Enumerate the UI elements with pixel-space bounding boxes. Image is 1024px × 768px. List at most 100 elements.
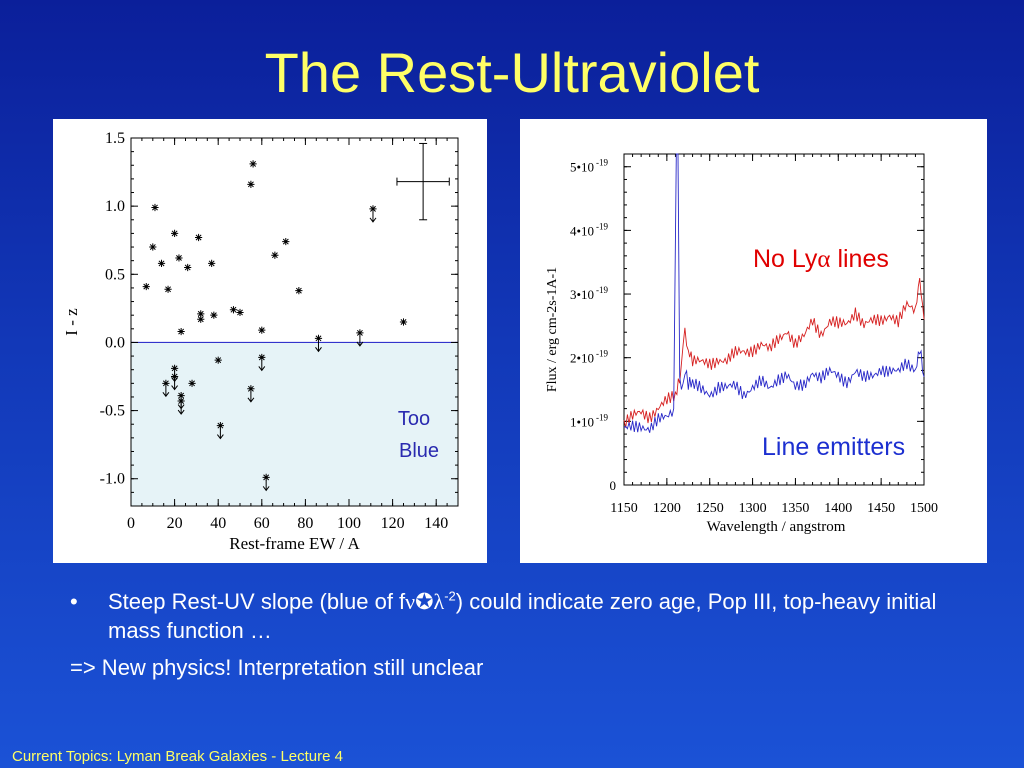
data-point-limit: [216, 421, 224, 430]
data-point: [271, 251, 279, 259]
data-point: [184, 263, 192, 272]
data-point: [175, 254, 183, 262]
slide-title: The Rest-Ultraviolet: [264, 41, 760, 104]
exponent: -2: [444, 588, 456, 604]
x-tick-label: 1300: [739, 501, 767, 516]
too-blue-label-line2: Blue: [399, 440, 439, 462]
data-point: [210, 311, 218, 319]
x-tick-label: 1150: [610, 501, 637, 516]
data-point: [249, 160, 257, 168]
y-tick-exponent: -19: [596, 158, 608, 168]
upper-limit-arrow: [162, 386, 170, 398]
x-tick-label: 1250: [696, 501, 724, 516]
data-point: [197, 310, 205, 318]
data-point: [149, 243, 157, 251]
blue-spectrum-line: [623, 153, 925, 433]
data-point: [208, 259, 216, 267]
y-tick-label: 0.0: [105, 334, 125, 351]
x-tick-label: 140: [424, 515, 448, 532]
x-tick-label: 0: [127, 515, 135, 532]
upper-limit-arrow: [369, 211, 377, 223]
bullet-item-1: • Steep Rest-UV slope (blue of fν✪λ-2) c…: [70, 587, 970, 645]
data-point-limit: [258, 353, 266, 362]
scatter-chart-panel: 0 20 40 60 80 100 120 140 1.5 1.0 0.5 0.0 -0.5 -1.0 Re…: [53, 119, 487, 563]
too-blue-label-line1: Too: [398, 408, 430, 430]
y-axis-label: I - z: [62, 308, 81, 336]
y-tick-label: 2•10: [570, 351, 594, 366]
upper-limit-arrow: [171, 379, 178, 391]
data-point-limit: [369, 205, 377, 213]
alpha-symbol: α: [817, 246, 830, 273]
no-lya-annotation: No Lyα lines: [753, 245, 889, 273]
x-tick-label: 20: [167, 515, 183, 532]
spectrum-chart-panel: 1150 1200 1250 1300 1350 1400 1450 1500 0 1•10 -19…: [520, 119, 987, 563]
data-point: [197, 315, 205, 323]
data-point-limit: [356, 329, 364, 337]
upper-limit-arrow: [356, 335, 364, 347]
data-point: [171, 229, 179, 238]
bullet-1-suffix: ) could indicate zero age, Pop III, top-…: [108, 589, 937, 643]
error-bar: [396, 142, 450, 221]
y-tick-exponent: -19: [596, 221, 608, 231]
y-tick-label: 1.5: [105, 130, 125, 147]
y-tick-exponent: -19: [596, 349, 608, 359]
data-point: [258, 326, 266, 334]
y-tick-label: -1.0: [100, 471, 125, 488]
x-tick-label: 1350: [781, 501, 809, 516]
x-tick-label: 1200: [653, 501, 681, 516]
lambda-symbol: λ: [433, 589, 445, 614]
y-axis-label: Flux / erg cm-2s-1A-1: [545, 267, 560, 392]
upper-limit-arrow: [216, 428, 224, 440]
bullet-item-2: => New physics! Interpretation still unc…: [70, 655, 484, 680]
nu-symbol: ν: [405, 589, 416, 614]
x-tick-label: 1450: [867, 501, 895, 516]
data-point-limit: [177, 397, 185, 405]
data-point: [188, 379, 196, 387]
data-point: [236, 308, 244, 317]
y-tick-label: 0.5: [105, 266, 125, 283]
data-point-limit: [171, 364, 179, 372]
x-tick-label: 40: [210, 515, 226, 532]
data-point: [295, 287, 303, 295]
y-tick-label: 1.0: [105, 198, 125, 215]
y-tick-label: 5•10: [570, 160, 594, 175]
y-tick-label: 3•10: [570, 287, 594, 302]
upper-limit-arrow: [177, 404, 185, 415]
bullet-dot: •: [70, 589, 78, 614]
x-tick-label: 1500: [910, 501, 938, 516]
y-tick-label: 0: [610, 478, 617, 493]
proportional-symbol: ✪: [415, 589, 434, 614]
data-point-limit: [247, 385, 255, 393]
data-point-limit: [177, 392, 185, 400]
y-tick-exponent: -19: [596, 285, 608, 295]
x-tick-label: 60: [254, 515, 270, 532]
data-point: [214, 356, 222, 364]
data-point: [194, 233, 203, 242]
y-tick-label: -0.5: [100, 403, 125, 420]
data-point-limit: [262, 473, 270, 481]
data-point: [142, 282, 150, 291]
data-point: [151, 203, 159, 212]
red-spectrum-line: [623, 278, 925, 428]
x-tick-label: 100: [337, 515, 361, 532]
x-tick-label: 120: [381, 515, 405, 532]
data-point: [177, 327, 185, 336]
no-lya-text: No Ly: [753, 245, 818, 273]
data-point: [164, 285, 172, 293]
data-point: [282, 237, 290, 246]
data-point: [229, 306, 238, 314]
data-point: [247, 180, 255, 188]
x-axis-label: Wavelength / angstrom: [707, 519, 846, 535]
scatter-chart: 0 20 40 60 80 100 120 140 1.5 1.0 0.5 0.0 -0.5 -1.0 Re…: [62, 130, 459, 553]
x-tick-label: 80: [297, 515, 313, 532]
line-emitters-annotation: Line emitters: [762, 433, 905, 461]
data-point: [399, 318, 408, 326]
y-tick-exponent: -19: [596, 412, 608, 422]
x-axis-label: Rest-frame EW / A: [229, 534, 360, 553]
lines-text: lines: [831, 245, 889, 273]
data-point-limit: [314, 334, 323, 342]
slide-footer: Current Topics: Lyman Break Galaxies - L…: [12, 748, 343, 765]
upper-limit-arrow: [262, 480, 270, 492]
y-tick-label: 1•10: [570, 414, 594, 429]
